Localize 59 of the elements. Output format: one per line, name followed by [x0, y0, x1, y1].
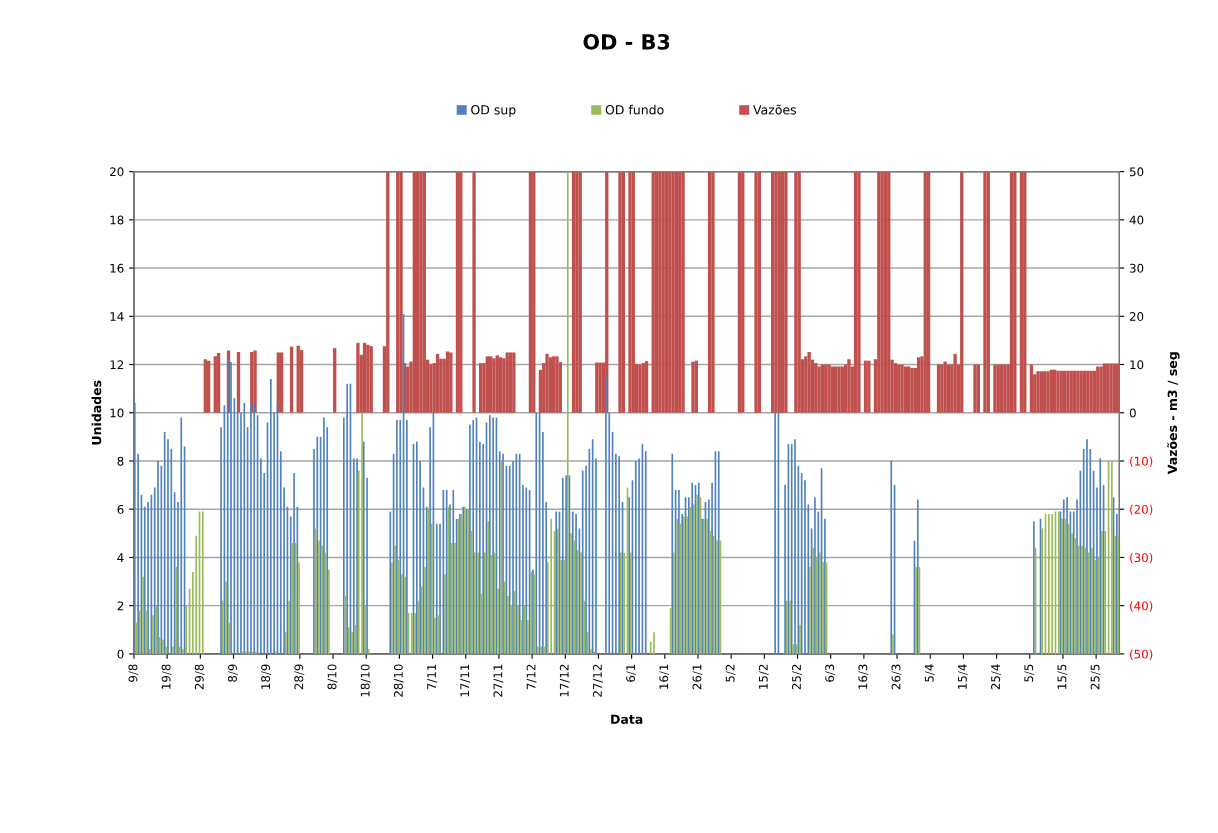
y2-tick-label: 0 — [1129, 408, 1136, 418]
legend-label: Vazões — [753, 104, 797, 115]
y-tick-label: 0 — [117, 649, 124, 659]
y-tick-label: 8 — [117, 456, 124, 466]
x-tick-label: 27/11 — [493, 664, 504, 697]
x-tick-label: 5/2 — [725, 664, 736, 682]
x-tick-label: 7/11 — [427, 664, 437, 690]
y-tick-label: 10 — [110, 408, 124, 418]
x-tick-label: 28/9 — [294, 664, 305, 690]
y-tick-label: 20 — [110, 167, 124, 177]
x-tick-label: 17/11 — [460, 664, 471, 697]
y2-tick-label: (50) — [1130, 649, 1153, 660]
x-tick-label: 15/2 — [758, 664, 769, 689]
y2-tick-label: 30 — [1129, 263, 1144, 273]
x-tick-label: 8/10 — [327, 664, 338, 690]
y-tick-label: 18 — [110, 215, 124, 225]
y-axis-title: Unidades — [91, 380, 102, 445]
x-tick-label: 9/8 — [128, 664, 139, 682]
x-tick-label: 25/2 — [792, 664, 802, 690]
x-tick-label: 15/4 — [958, 664, 968, 689]
y2-tick-label: (20) — [1130, 504, 1153, 516]
x-tick-label: 5/4 — [924, 664, 935, 682]
y2-tick-label: (10) — [1130, 456, 1153, 468]
x-axis-title: Data — [611, 714, 643, 724]
y2-tick-label: 50 — [1129, 167, 1144, 177]
x-tick-label: 25/5 — [1090, 664, 1101, 690]
y2-tick-label: (40) — [1130, 601, 1153, 612]
x-tick-label: 18/10 — [360, 664, 371, 697]
y2-tick-label: (30) — [1130, 552, 1153, 564]
legend-label: OD sup — [471, 105, 516, 117]
x-tick-label: 25/4 — [991, 664, 1001, 690]
x-tick-label: 26/3 — [891, 664, 902, 690]
x-tick-label: 18/9 — [261, 664, 272, 689]
chart-title: OD - B3 — [583, 33, 670, 50]
y-tick-label: 14 — [110, 312, 124, 321]
y2-tick-label: 10 — [1130, 360, 1144, 370]
x-tick-label: 26/1 — [692, 664, 703, 690]
y-tick-label: 6 — [117, 504, 124, 514]
y-tick-label: 4 — [117, 553, 124, 562]
x-tick-label: 16/3 — [858, 664, 869, 689]
x-tick-label: 19/8 — [161, 664, 172, 689]
x-tick-label: 29/8 — [194, 664, 205, 690]
x-tick-label: 17/12 — [559, 664, 570, 697]
x-tick-label: 7/12 — [526, 664, 537, 690]
x-tick-label: 6/1 — [626, 664, 636, 682]
y-tick-label: 16 — [110, 263, 124, 273]
y2-tick-label: 20 — [1129, 312, 1144, 321]
x-tick-label: 28/10 — [393, 664, 404, 697]
x-tick-label: 16/1 — [659, 664, 670, 689]
x-tick-label: 8/9 — [228, 664, 238, 682]
y-tick-label: 2 — [117, 601, 124, 611]
x-tick-label: 5/5 — [1024, 664, 1035, 682]
y-tick-label: 12 — [110, 360, 124, 370]
x-tick-label: 6/3 — [825, 664, 836, 682]
y2-axis-title: Vazões - m3 / seg — [1167, 352, 1180, 475]
x-tick-label: 27/12 — [592, 664, 603, 697]
x-tick-label: 15/5 — [1057, 664, 1068, 689]
y2-tick-label: 40 — [1129, 215, 1144, 225]
legend-label: OD fundo — [605, 104, 664, 115]
